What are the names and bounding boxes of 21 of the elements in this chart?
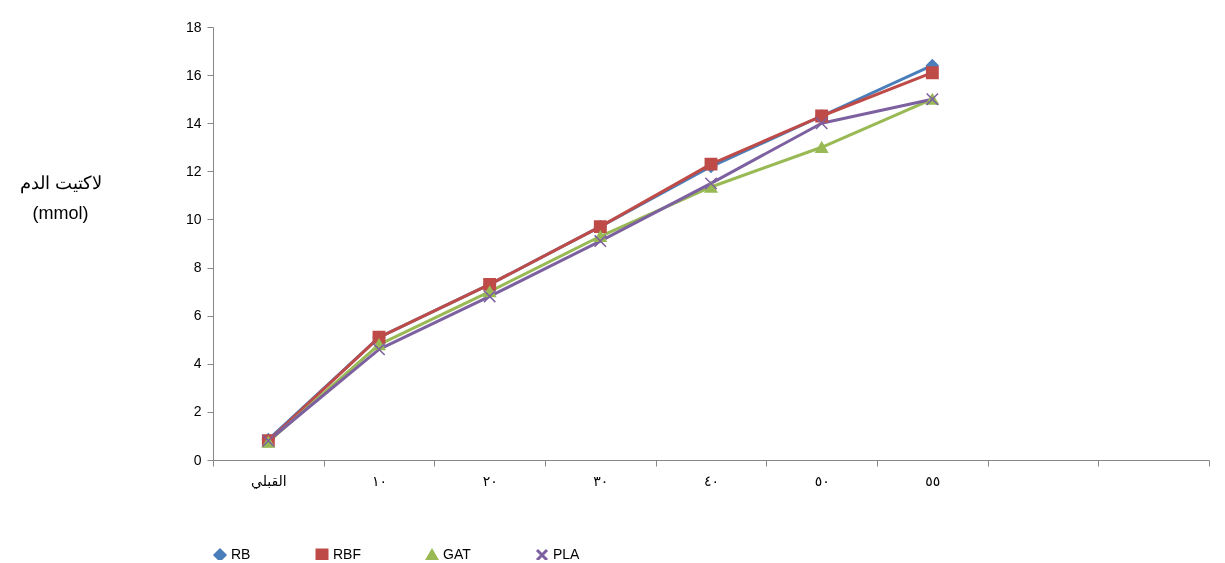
y-tick-label: 14 [185,114,202,131]
y-tick-label: 6 [193,307,202,324]
y-tick-label: 8 [193,259,202,276]
y-tick-label: 2 [193,403,202,420]
x-tick-label: ١٠ [371,472,388,489]
y-tick-label: 0 [193,451,202,468]
x-tick-label: ٤٠ [703,472,720,489]
y-tick-label: 18 [185,18,202,35]
x-tick-label: ٣٠ [593,472,609,489]
x-tick-label: ٢٠ [482,472,498,489]
y-tick-label: 10 [185,210,202,227]
y-tick-label: 12 [185,162,202,179]
y-tick-label: 4 [193,355,202,372]
x-tick-label: القبلي [250,472,287,490]
x-tick-label: ٥٥ [925,472,941,489]
legend-label: RBF [333,546,361,562]
legend-label: RB [231,546,251,562]
legend-label: PLA [553,546,581,562]
legend-label: GAT [443,546,472,563]
y-tick-label: 16 [185,66,202,83]
x-tick-label: ٥٠ [814,472,830,489]
